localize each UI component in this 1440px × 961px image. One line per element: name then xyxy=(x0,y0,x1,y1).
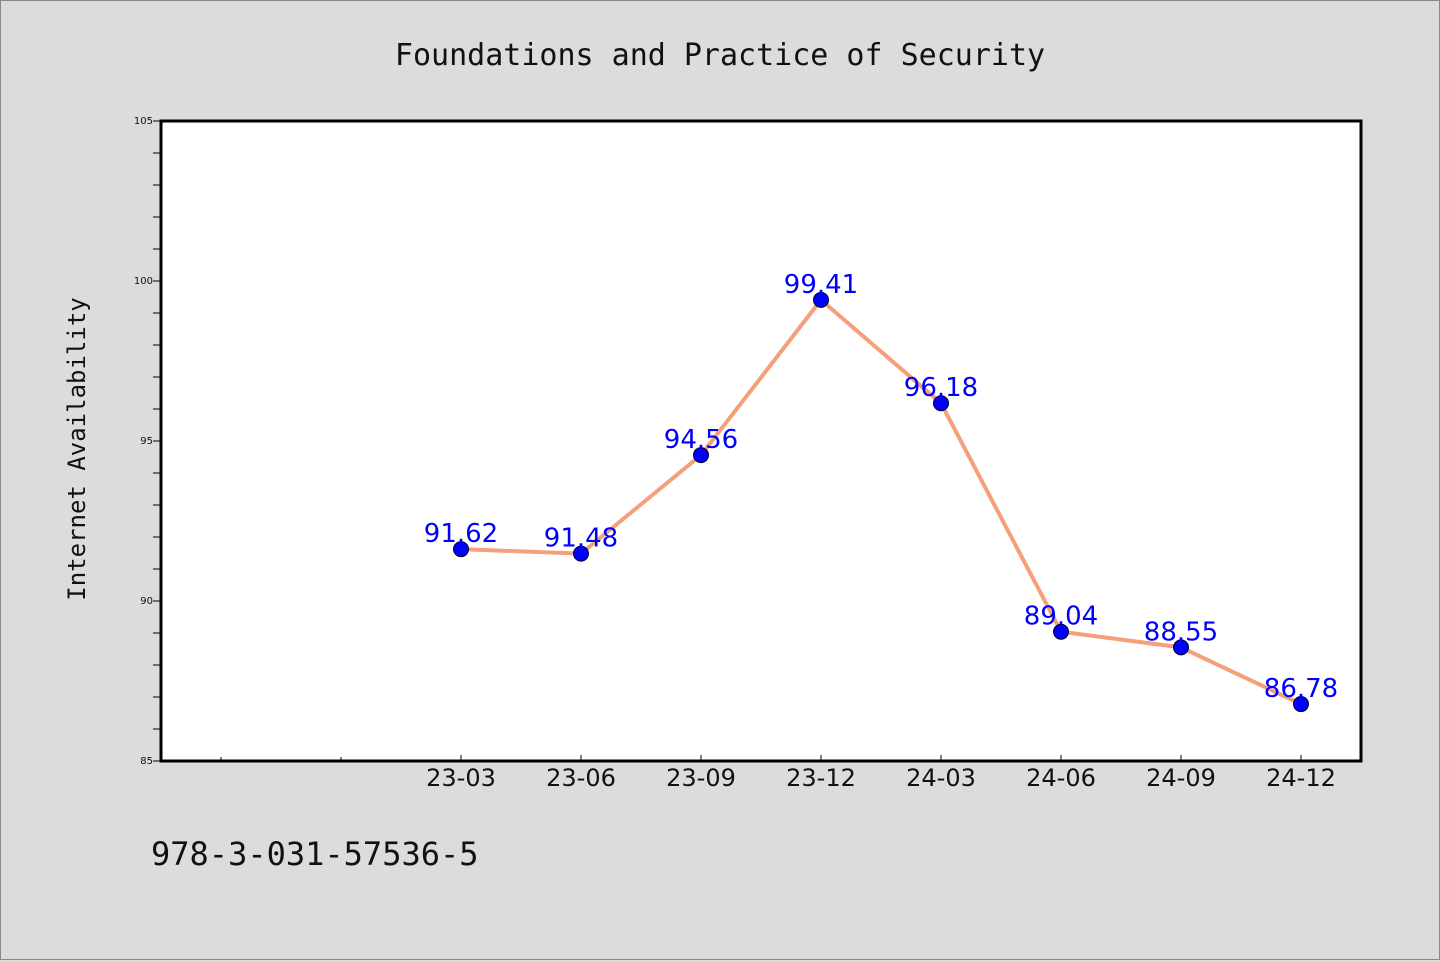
data-label: 91.62 xyxy=(424,519,498,549)
footer-isbn: 978-3-031-57536-5 xyxy=(151,835,479,873)
plot-area xyxy=(159,119,1363,763)
data-label: 89.04 xyxy=(1024,602,1098,632)
y-tick-label: 95 xyxy=(140,436,153,447)
y-tick-label: 90 xyxy=(140,596,153,607)
x-tick-label: 23-09 xyxy=(666,764,736,792)
data-label: 91.48 xyxy=(544,524,618,554)
x-tick-label: 23-03 xyxy=(426,764,496,792)
y-tick-label: 100 xyxy=(134,276,153,287)
data-point xyxy=(1173,639,1189,656)
x-tick-label: 24-06 xyxy=(1026,764,1096,792)
x-tick-label: 24-12 xyxy=(1266,764,1336,792)
data-label: 96.18 xyxy=(904,373,978,403)
data-point xyxy=(933,395,949,412)
chart-title: Foundations and Practice of Security xyxy=(395,38,1045,73)
data-point xyxy=(453,541,469,558)
data-label: 94.56 xyxy=(664,425,738,455)
y-axis-label: Internet Availability xyxy=(63,297,91,600)
x-tick-label: 23-12 xyxy=(786,764,856,792)
x-tick-label: 24-03 xyxy=(906,764,976,792)
series-line xyxy=(460,297,1302,706)
y-axis-ticks: 85 90 95 100 105 xyxy=(134,116,161,767)
data-point xyxy=(1053,623,1069,640)
data-point xyxy=(573,545,589,562)
data-label: 88.55 xyxy=(1144,617,1218,647)
data-point xyxy=(693,447,709,464)
y-tick-label: 105 xyxy=(134,116,153,127)
x-tick-label: 23-06 xyxy=(546,764,616,792)
data-label: 86.78 xyxy=(1264,674,1338,704)
x-axis-ticks: 23-03 23-06 23-09 23-12 24-03 24-06 24-09 24-12 xyxy=(220,755,1336,792)
y-tick-label: 85 xyxy=(140,756,153,767)
data-label: 99.41 xyxy=(784,270,858,300)
data-point xyxy=(813,291,829,308)
data-point xyxy=(1293,696,1309,713)
x-tick-label: 24-09 xyxy=(1146,764,1216,792)
series-layer: 91.62 91.48 94.56 99.41 96.18 89.04 88.55 86.78 xyxy=(424,270,1338,713)
